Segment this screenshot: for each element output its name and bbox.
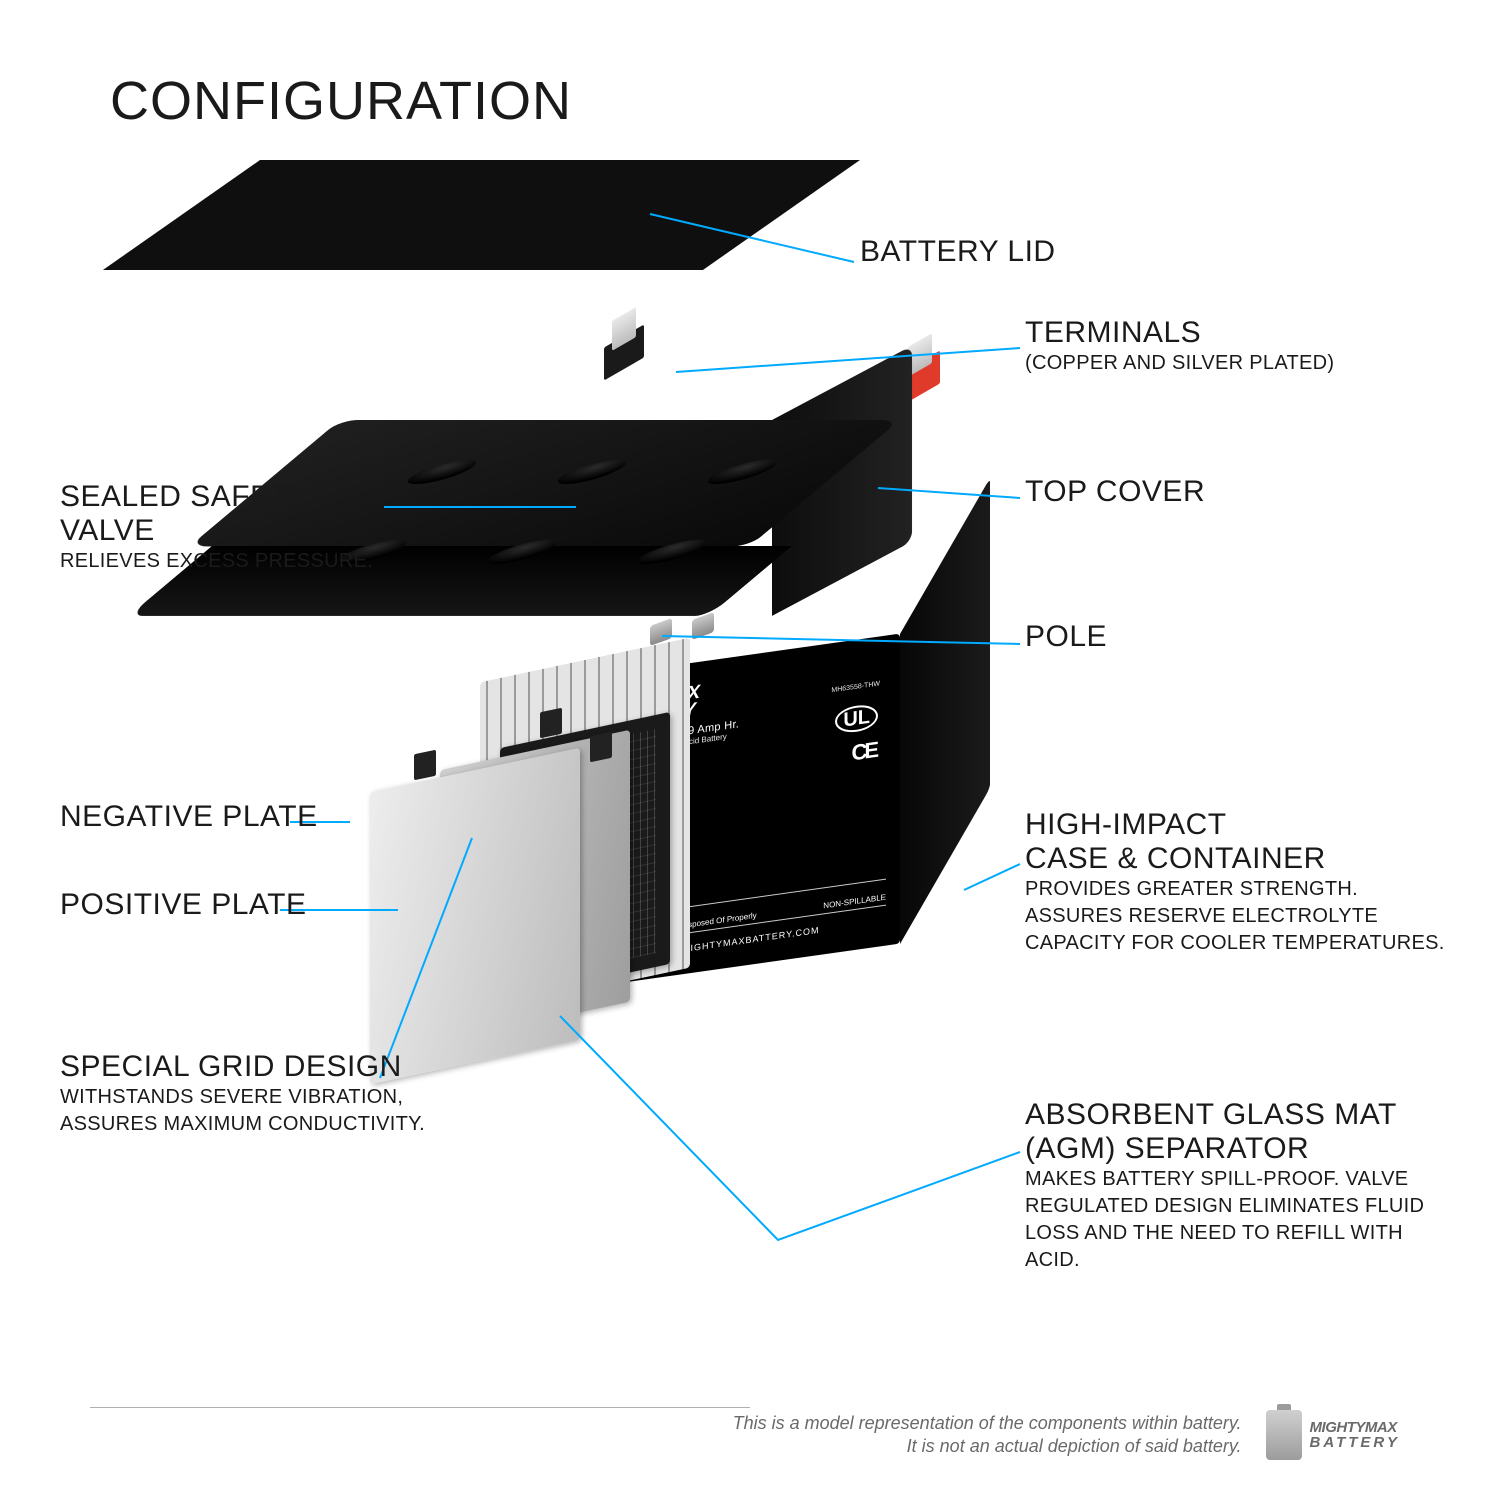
- label-safety-valve: SEALED SAFETY VALVERELIEVES EXCESS PRESS…: [60, 480, 390, 575]
- footer-disclaimer-line: It is not an actual depiction of said ba…: [733, 1435, 1242, 1458]
- label-battery-lid: BATTERY LID: [860, 235, 1056, 269]
- footer-disclaimer-line: This is a model representation of the co…: [733, 1412, 1242, 1435]
- footer-divider: [90, 1407, 750, 1408]
- ce-mark-icon: CE: [851, 737, 876, 766]
- label-pos-plate: POSITIVE PLATE: [60, 888, 307, 922]
- plate-assembly: [330, 690, 750, 1070]
- label-pole: POLE: [1025, 620, 1107, 654]
- page-title: CONFIGURATION: [110, 70, 572, 132]
- label-agm: ABSORBENT GLASS MAT(AGM) SEPARATORMAKES …: [1025, 1098, 1455, 1274]
- label-grid: SPECIAL GRID DESIGNWITHSTANDS SEVERE VIB…: [60, 1050, 460, 1138]
- negative-plate: [370, 748, 580, 1085]
- terminal-negative: [604, 324, 644, 407]
- battery-exploded-diagram: MIGHTYMAX BATTERY ML9-12 NB 12 Volt 9 Am…: [260, 160, 1020, 1140]
- nonspill-text: NON-SPILLABLE: [823, 893, 886, 911]
- footer: This is a model representation of the co…: [0, 1410, 1500, 1460]
- brand-logo: MIGHTYMAX BATTERY: [1266, 1410, 1400, 1460]
- label-top-cover: TOP COVER: [1025, 475, 1205, 509]
- battery-icon: [1266, 1410, 1302, 1460]
- label-case: HIGH-IMPACTCASE & CONTAINERPROVIDES GREA…: [1025, 808, 1455, 957]
- ul-mark-icon: UL: [835, 697, 878, 735]
- label-terminals: TERMINALS(COPPER AND SILVER PLATED): [1025, 316, 1334, 377]
- logo-text-line: MIGHTYMAX: [1310, 1420, 1400, 1435]
- logo-text-line: BATTERY: [1310, 1435, 1400, 1450]
- label-neg-plate: NEGATIVE PLATE: [60, 800, 318, 834]
- battery-lid: [103, 160, 860, 270]
